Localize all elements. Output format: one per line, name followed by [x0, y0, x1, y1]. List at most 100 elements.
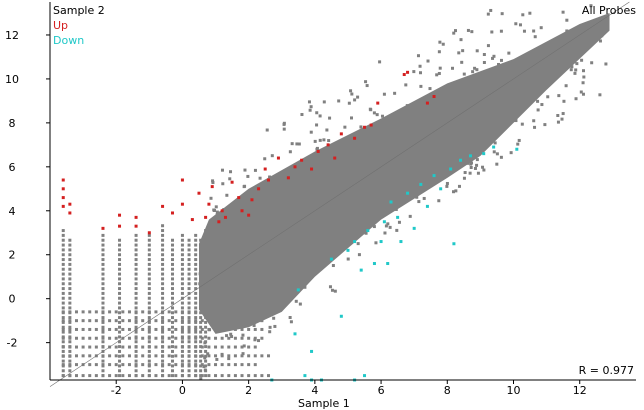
all-probe-point	[180, 262, 184, 266]
all-probe-point	[68, 354, 72, 358]
all-probe-point	[474, 135, 478, 139]
all-probe-point	[366, 210, 370, 214]
all-probe-point	[127, 319, 131, 323]
all-probe-point	[161, 238, 165, 242]
all-probe-point	[229, 332, 233, 336]
all-probe-point	[194, 272, 198, 276]
all-probe-point	[343, 155, 347, 159]
all-probe-point	[249, 207, 253, 211]
all-probe-point	[200, 327, 204, 331]
all-probe-point	[486, 44, 490, 48]
all-probe-point	[200, 374, 204, 378]
all-probe-point	[68, 258, 72, 262]
all-probe-point	[187, 336, 191, 340]
all-probe-point	[170, 287, 174, 291]
all-probe-point	[108, 374, 112, 378]
all-probe-point	[61, 359, 65, 363]
all-probe-point	[204, 364, 208, 368]
all-probe-point	[562, 99, 566, 103]
all-probe-point	[521, 76, 525, 80]
y-tick-label: 8	[9, 117, 16, 130]
all-probe-point	[454, 166, 458, 170]
all-probe-point	[68, 301, 72, 305]
all-probe-point	[161, 282, 165, 286]
all-probe-point	[514, 119, 518, 123]
all-probe-point	[187, 287, 191, 291]
all-probe-point	[180, 359, 184, 363]
all-probe-point	[101, 287, 105, 291]
all-probe-point	[118, 272, 122, 276]
all-probe-point	[365, 84, 369, 88]
all-probe-point	[101, 258, 105, 262]
all-probe-point	[199, 349, 203, 353]
down-point	[339, 314, 343, 318]
all-probe-point	[282, 127, 286, 131]
all-probe-point	[356, 242, 360, 246]
all-probe-point	[187, 248, 191, 252]
all-probe-point	[161, 336, 165, 340]
all-probe-point	[167, 363, 171, 367]
all-probe-point	[434, 141, 438, 145]
all-probe-point	[194, 301, 198, 305]
all-probe-point	[61, 349, 65, 353]
all-probe-point	[561, 112, 565, 116]
all-probe-point	[200, 345, 204, 349]
down-point	[515, 147, 519, 151]
all-probe-point	[247, 327, 251, 331]
all-probe-point	[118, 354, 122, 358]
all-probe-point	[482, 60, 486, 64]
all-probe-point	[198, 272, 202, 276]
all-probe-point	[61, 319, 65, 323]
all-probe-point	[540, 65, 544, 69]
all-probe-point	[147, 374, 151, 378]
all-probe-point	[449, 96, 453, 100]
all-probe-point	[199, 369, 203, 373]
all-probe-point	[180, 267, 184, 271]
all-probe-point	[471, 104, 475, 108]
all-probe-point	[167, 374, 171, 378]
all-probe-point	[147, 363, 151, 367]
all-probe-point	[127, 336, 131, 340]
all-probe-point	[170, 311, 174, 315]
all-probe-point	[475, 163, 479, 167]
all-probe-point	[369, 108, 373, 112]
all-probe-point	[209, 196, 213, 200]
all-probe-point	[147, 310, 151, 314]
all-probe-point	[101, 359, 105, 363]
all-probe-point	[68, 267, 72, 271]
all-probe-point	[94, 327, 98, 331]
all-probe-point	[268, 189, 272, 193]
all-probe-point	[241, 246, 245, 250]
all-probe-point	[357, 141, 361, 145]
all-probe-point	[408, 214, 412, 218]
all-probe-point	[564, 39, 568, 43]
all-probe-point	[68, 359, 72, 363]
all-probe-point	[267, 305, 271, 309]
all-probe-point	[154, 319, 158, 323]
down-point	[449, 167, 453, 171]
all-probe-point	[170, 349, 174, 353]
all-probe-point	[316, 243, 320, 247]
up-point	[147, 231, 151, 235]
all-probe-point	[187, 301, 191, 305]
x-tick-label: 0	[179, 384, 186, 397]
down-point	[359, 268, 363, 272]
all-probe-point	[383, 231, 387, 235]
all-probe-point	[167, 345, 171, 349]
all-probe-point	[404, 83, 408, 87]
all-probe-point	[101, 267, 105, 271]
all-probe-point	[405, 104, 409, 108]
all-probe-point	[187, 359, 191, 363]
up-point	[369, 123, 373, 127]
all-probe-point	[141, 374, 145, 378]
all-probe-point	[194, 340, 198, 344]
all-probe-point	[586, 45, 590, 49]
all-probe-point	[455, 116, 459, 120]
all-probe-point	[202, 311, 206, 315]
all-probe-point	[451, 147, 455, 151]
y-tick-label: 2	[9, 249, 16, 262]
all-probe-point	[187, 374, 191, 378]
all-probe-point	[590, 61, 594, 65]
all-probe-point	[199, 335, 203, 339]
all-probe-point	[134, 349, 138, 353]
